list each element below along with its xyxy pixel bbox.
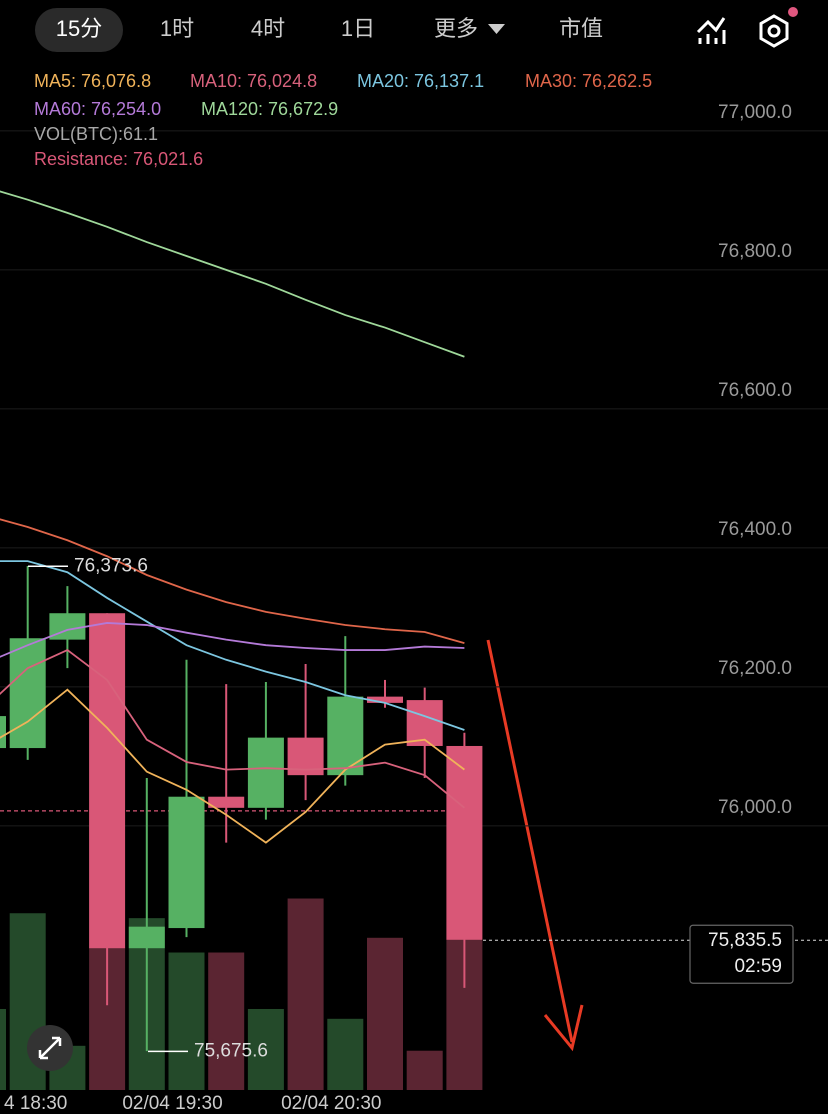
y-tick-label: 76,800.0	[718, 241, 792, 262]
current-price-label: 75,835.5	[708, 930, 782, 951]
legend-entry: MA120: 76,672.9	[201, 99, 338, 119]
settings-icon[interactable]	[759, 7, 798, 48]
tab-selected-bg	[35, 8, 123, 52]
tab[interactable]: 1日	[341, 16, 375, 41]
volume-bar	[168, 952, 205, 1090]
candle-body	[406, 700, 443, 746]
dropdown-arrow	[488, 24, 505, 34]
candle-body	[168, 796, 205, 929]
volume-bar	[0, 1008, 6, 1090]
arrow-head	[543, 1004, 584, 1052]
volume-bar	[247, 1008, 284, 1090]
candle-body	[446, 745, 483, 940]
extreme-label: 75,675.6	[194, 1040, 268, 1061]
tab[interactable]: 市值	[559, 16, 603, 41]
candle-body	[9, 638, 46, 749]
resistance-legend: Resistance: 76,021.6	[34, 149, 203, 169]
extreme-label: 76,373.6	[74, 555, 148, 576]
legend-entry: MA30: 76,262.5	[525, 71, 652, 91]
ma-line	[0, 518, 465, 644]
tab[interactable]: 4时	[251, 16, 285, 41]
arrow-annotation	[486, 639, 574, 1043]
ma-line	[0, 688, 465, 844]
candle-body	[0, 716, 6, 749]
ma-line	[0, 560, 465, 731]
y-tick-label: 76,000.0	[718, 797, 792, 818]
ma-line	[0, 649, 465, 809]
volume-legend: VOL(BTC):61.1	[34, 124, 158, 144]
tab[interactable]: 1时	[160, 16, 194, 41]
legend-entry: MA5: 76,076.8	[34, 71, 151, 91]
price-box	[689, 924, 794, 984]
x-tick-label: 02/04 19:30	[122, 1093, 222, 1114]
plot: 15分 1时 4时 1日 更多 市值 76,000.0 76,200.0 76,400.0 76,…	[0, 16, 828, 1114]
legend-entry: MA60: 76,254.0	[34, 99, 161, 119]
y-tick-label: 76,400.0	[718, 519, 792, 540]
indicator-icon[interactable]	[696, 17, 726, 44]
ma-line	[0, 622, 465, 658]
candle-body	[208, 796, 245, 808]
volume-bar	[327, 1018, 364, 1090]
candle-body	[89, 613, 126, 949]
x-tick-label: 02/04 20:30	[281, 1093, 381, 1114]
legend-entry: MA10: 76,024.8	[190, 71, 317, 91]
ma-line	[0, 190, 465, 358]
candle-body	[247, 737, 284, 808]
y-tick-label: 76,200.0	[718, 658, 792, 679]
volume-bar	[367, 937, 403, 1090]
y-tick-label: 77,000.0	[718, 102, 792, 123]
volume-bar	[406, 1050, 443, 1090]
tab[interactable]: 更多	[434, 16, 478, 41]
countdown-label: 02:59	[734, 956, 782, 977]
expand-icon	[38, 1036, 62, 1060]
candle-body	[367, 696, 403, 703]
legend-entry: MA20: 76,137.1	[357, 71, 484, 91]
y-tick-label: 76,600.0	[718, 380, 792, 401]
volume-bar	[208, 952, 245, 1090]
volume-bar	[287, 898, 324, 1090]
x-tick-label: 4 18:30	[4, 1093, 67, 1114]
tab[interactable]: 15分	[56, 16, 102, 41]
candle-body	[128, 926, 165, 949]
candle-body	[327, 696, 364, 776]
